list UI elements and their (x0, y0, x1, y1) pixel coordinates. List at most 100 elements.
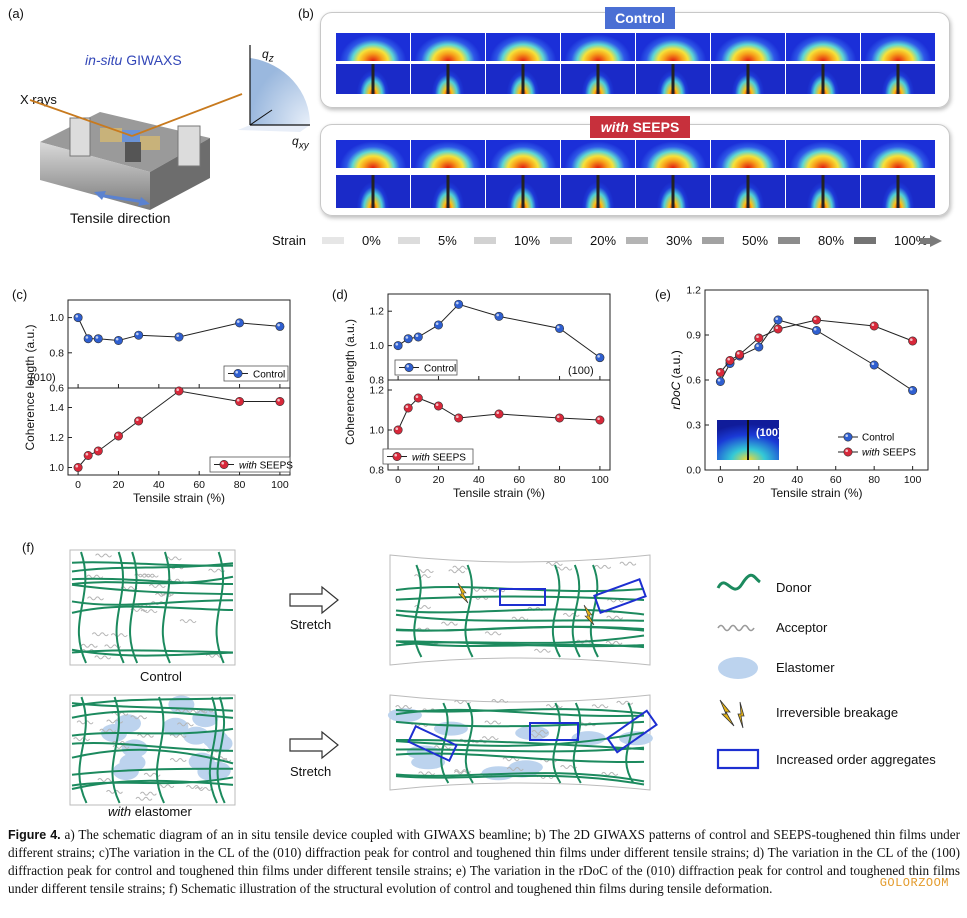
stretch-arrow-icon (289, 585, 339, 615)
acceptor-squiggle (555, 566, 573, 571)
data-point-highlight (845, 434, 848, 437)
beamstop-shadow (896, 64, 900, 94)
stretch-label-1: Stretch (290, 617, 332, 632)
panel-label-a: (a) (8, 6, 24, 21)
beamstop-shadow (671, 64, 675, 94)
data-point (555, 323, 565, 333)
strain-swatch (550, 237, 572, 244)
giwaxs-pattern-cell (561, 64, 635, 94)
acceptor-squiggle (502, 757, 520, 762)
giwaxs-pattern-cell (486, 33, 560, 61)
beamstop-shadow (746, 175, 750, 208)
donor-chain (440, 702, 450, 784)
beamstop-shadow (746, 64, 750, 94)
donor-chain (395, 774, 645, 786)
y-axis-label: Coherence length (a.u.) (23, 324, 37, 450)
legend-label-rest: SEEPS (430, 453, 466, 464)
acceptor-squiggle (120, 586, 138, 591)
giwaxs-pattern-cell (636, 175, 710, 208)
seeps-header: with SEEPS (590, 116, 690, 138)
acceptor-squiggle (148, 584, 166, 589)
legend-elastomer: Elastomer (776, 660, 835, 675)
legend-acceptor: Acceptor (776, 620, 828, 635)
strain-swatch (778, 237, 800, 244)
control-pattern-strip-2 (336, 64, 936, 94)
data-point-highlight (95, 336, 99, 339)
acceptor-squiggle (94, 655, 112, 660)
elastomer-domain (515, 726, 550, 741)
strain-value: 80% (818, 233, 845, 248)
data-point (595, 415, 605, 425)
peak-annotation: (010) (30, 372, 56, 384)
data-point-highlight (717, 369, 721, 373)
giwaxs-title: in-situ GIWAXS (85, 52, 182, 68)
x-tick-label: 80 (868, 474, 880, 486)
acceptor-squiggle (140, 609, 158, 614)
data-point (754, 333, 764, 343)
elastomer-icon (718, 657, 758, 679)
acceptor-squiggle (470, 587, 488, 592)
y-tick-label: 1.0 (49, 462, 64, 474)
donor-chain (71, 697, 234, 708)
elastomer-film-rest: elastomer (131, 804, 192, 819)
data-point (595, 353, 605, 363)
data-point-highlight (556, 415, 560, 418)
data-point-highlight (235, 370, 238, 374)
donor-chain (572, 702, 582, 784)
strain-swatch (626, 237, 648, 244)
acceptor-squiggle (157, 784, 175, 789)
acceptor-squiggle (591, 704, 609, 709)
data-point (275, 321, 285, 331)
giwaxs-pattern-cell (336, 140, 410, 168)
legend-label-em: with (239, 461, 257, 472)
data-point-highlight (277, 323, 280, 327)
seeps-pattern-strip-1 (336, 140, 936, 168)
data-point-highlight (115, 337, 119, 341)
legend-label: Control (862, 433, 894, 444)
giwaxs-pattern-cell (711, 64, 785, 94)
giwaxs-pattern-cell (561, 140, 635, 168)
data-point-highlight (496, 411, 499, 414)
acceptor-squiggle (175, 709, 193, 713)
legend-label: Control (424, 364, 456, 375)
y-tick-label: 0.9 (686, 330, 701, 342)
y-tick-label: 0.6 (686, 375, 701, 387)
data-point (73, 463, 83, 473)
strain-arrow-shaft (920, 238, 932, 244)
donor-chain (161, 551, 171, 664)
strain-value: 100% (894, 233, 928, 248)
strain-swatch (702, 237, 724, 244)
y-tick-label: 0.0 (686, 465, 701, 477)
data-point-highlight (85, 452, 89, 456)
seeps-header-rest: SEEPS (628, 119, 680, 135)
data-point (494, 311, 504, 321)
qz-label: qz (262, 47, 274, 64)
donor-chain (413, 564, 423, 658)
donor-chain (71, 776, 234, 787)
x-tick-label: 40 (791, 474, 803, 486)
giwaxs-pattern-cell (711, 140, 785, 168)
data-point (454, 299, 464, 309)
acceptor-squiggle (155, 592, 172, 597)
data-point-highlight (756, 335, 759, 338)
data-point-highlight (236, 398, 240, 402)
acceptor-squiggle (606, 615, 624, 620)
acceptor-squiggle (491, 699, 509, 704)
giwaxs-pattern-cell (861, 64, 935, 94)
legend-label: with SEEPS (412, 453, 466, 464)
acceptor-squiggle (418, 771, 436, 776)
giwaxs-pattern-cell (411, 175, 485, 208)
data-point-highlight (813, 317, 817, 320)
data-point-highlight (871, 323, 875, 326)
acceptor-squiggle (190, 709, 208, 714)
control-pattern-strip-1 (336, 33, 936, 61)
x-tick-label: 100 (904, 474, 922, 486)
data-point (93, 446, 103, 456)
data-point-highlight (176, 388, 179, 391)
giwaxs-pattern-cell (786, 140, 860, 168)
panel-label-f: (f) (22, 540, 35, 555)
x-tick-label: 100 (271, 479, 289, 491)
y-tick-label: 0.8 (369, 465, 384, 477)
x-tick-label: 0 (75, 479, 81, 491)
legend-label: Control (253, 370, 285, 381)
